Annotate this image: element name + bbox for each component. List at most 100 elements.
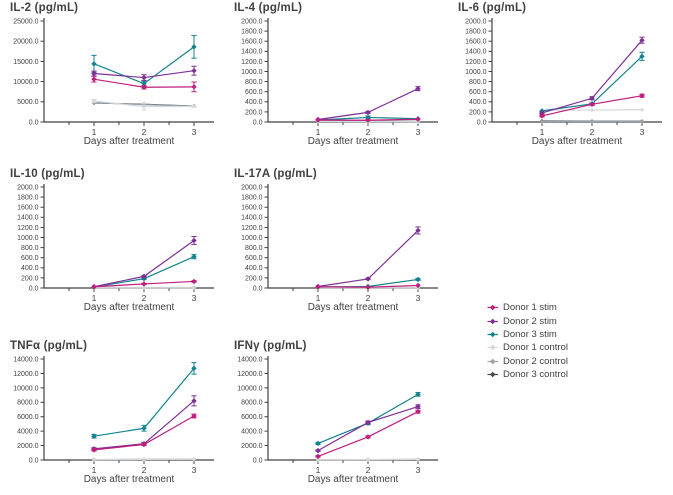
axes: 0.0 200.0 400.0 600.0 800.0 1000.0 1200.0 1400.… <box>241 18 438 137</box>
data-point <box>141 80 147 87</box>
data-point <box>91 70 97 77</box>
x-tick-label: 2 <box>590 127 595 137</box>
data-point <box>415 408 421 415</box>
chart-il-10: IL-10 (pg/mL) 0.0 200.0 400.0 600.0 800.0 100… <box>0 166 224 331</box>
series-donor-1-control <box>91 457 197 462</box>
chart-il-4: IL-4 (pg/mL) 0.0 200.0 400.0 600.0 800.0 1000… <box>224 0 448 165</box>
data-point <box>91 433 97 439</box>
y-tick-label: 600.0 <box>245 255 263 262</box>
data-point <box>141 457 147 462</box>
x-axis-label: Days after treatment <box>307 136 399 147</box>
y-tick-label: 10000.0 <box>13 79 38 86</box>
series-donor-2-stim <box>315 403 421 454</box>
y-tick-label: 1000.0 <box>465 69 487 76</box>
data-point <box>415 403 421 410</box>
chart-tnf-alpha: TNFα (pg/mL) 0.0 2000.0 4000.0 6000.0 8000.0… <box>0 338 224 495</box>
x-tick-label: 3 <box>416 127 421 137</box>
data-point <box>191 278 197 285</box>
y-tick-label: 5000.0 <box>17 99 39 106</box>
data-point <box>91 76 97 82</box>
data-point <box>415 85 421 92</box>
x-tick-label: 1 <box>92 465 97 475</box>
chart-title: IL-17A (pg/mL) <box>234 168 317 180</box>
y-tick-label: 600.0 <box>469 89 487 96</box>
donor-2-control-marker-icon <box>487 358 498 365</box>
legend-label: Donor 2 control <box>503 355 568 367</box>
legend-label: Donor 3 stim <box>503 328 557 340</box>
legend-item-donor-3-control: Donor 3 control <box>487 368 568 381</box>
y-tick-label: 2000.0 <box>17 443 39 450</box>
donor-1-control-marker-icon <box>487 345 498 351</box>
series-donor-2-stim <box>91 65 197 81</box>
y-tick-label: 4000.0 <box>17 429 39 436</box>
x-tick-label: 3 <box>416 293 421 303</box>
data-point <box>191 398 197 404</box>
legend-item-donor-2-stim: Donor 2 stim <box>487 314 568 327</box>
data-point <box>639 37 645 43</box>
data-point <box>141 281 147 287</box>
axes: 0.0 2000.0 4000.0 6000.0 8000.0 10000.0 12000.… <box>13 356 214 475</box>
chart-title: IFNγ (pg/mL) <box>234 340 307 352</box>
x-tick-label: 2 <box>142 465 147 475</box>
axes: 0.0 2000.0 4000.0 6000.0 8000.0 10000.0 12000.… <box>237 356 438 475</box>
tnf-alpha-plot-canvas: 0.0 2000.0 4000.0 6000.0 8000.0 10000.0 12000.… <box>13 356 214 475</box>
y-tick-label: 6000.0 <box>17 414 39 421</box>
data-point <box>191 67 197 74</box>
data-point <box>639 107 645 112</box>
chart-il-17a: IL-17A (pg/mL) 0.0 200.0 400.0 600.0 800.0 10… <box>224 166 448 331</box>
y-tick-label: 1400.0 <box>241 49 263 56</box>
chart-ifn-gamma: IFNγ (pg/mL) 0.0 2000.0 4000.0 6000.0 8000.0… <box>224 338 448 495</box>
chart-title: IL-10 (pg/mL) <box>10 168 85 180</box>
y-tick-label: 0.0 <box>253 285 263 292</box>
y-tick-label: 1800.0 <box>241 29 263 36</box>
data-point <box>141 84 147 90</box>
legend: Donor 1 stim Donor 2 stim Donor 3 stim D… <box>487 301 568 381</box>
chart-title: IL-4 (pg/mL) <box>234 2 303 14</box>
y-tick-label: 800.0 <box>469 79 487 86</box>
y-tick-label: 1200.0 <box>17 225 39 232</box>
y-tick-label: 1000.0 <box>17 235 39 242</box>
legend-item-donor-1-stim: Donor 1 stim <box>487 301 568 314</box>
il-17a-plot-canvas: 0.0 200.0 400.0 600.0 800.0 1000.0 1200.0 1400.… <box>241 184 438 303</box>
data-point <box>639 93 645 99</box>
x-tick-label: 1 <box>316 293 321 303</box>
data-point <box>191 253 197 260</box>
legend-label: Donor 3 control <box>503 369 568 381</box>
data-point <box>315 453 321 460</box>
y-tick-label: 12000.0 <box>237 371 262 378</box>
data-point <box>191 285 197 290</box>
y-tick-label: 0.0 <box>29 285 39 292</box>
data-point <box>315 284 321 290</box>
y-tick-label: 200.0 <box>245 275 263 282</box>
data-point <box>365 284 371 290</box>
data-point <box>91 457 97 462</box>
y-tick-label: 200.0 <box>21 275 39 282</box>
data-point <box>365 419 371 426</box>
data-point <box>539 113 545 119</box>
il-10-plot-canvas: 0.0 200.0 400.0 600.0 800.0 1000.0 1200.0 1400.… <box>17 184 214 303</box>
y-tick-label: 6000.0 <box>241 414 263 421</box>
y-tick-label: 1200.0 <box>241 225 263 232</box>
y-tick-label: 8000.0 <box>17 400 39 407</box>
il-4-plot-canvas: 0.0 200.0 400.0 600.0 800.0 1000.0 1200.0 1400.… <box>241 18 438 137</box>
data-point <box>141 74 147 81</box>
y-tick-label: 200.0 <box>245 109 263 116</box>
series-donor-2-stim <box>315 226 421 290</box>
x-tick-label: 3 <box>192 465 197 475</box>
y-tick-label: 400.0 <box>245 99 263 106</box>
y-tick-label: 200.0 <box>469 109 487 116</box>
y-tick-label: 0.0 <box>253 457 263 464</box>
legend-item-donor-2-control: Donor 2 control <box>487 355 568 368</box>
chart-il-2: IL-2 (pg/mL) 0.0 5000.0 10000.0 15000.0 2000… <box>0 0 224 165</box>
series-donor-2-control <box>539 119 645 124</box>
data-point <box>91 61 97 67</box>
series-donor-2-stim <box>539 36 645 116</box>
axes: 0.0 5000.0 10000.0 15000.0 20000.0 25000.0 1 2 3 <box>13 18 214 137</box>
y-tick-label: 1600.0 <box>241 39 263 46</box>
x-axis-label: Days after treatment <box>83 474 175 485</box>
series-donor-1-stim <box>91 75 197 93</box>
donor-3-stim-marker-icon <box>487 331 498 338</box>
y-tick-label: 1400.0 <box>465 49 487 56</box>
y-tick-label: 1400.0 <box>241 215 263 222</box>
data-point <box>191 237 197 244</box>
